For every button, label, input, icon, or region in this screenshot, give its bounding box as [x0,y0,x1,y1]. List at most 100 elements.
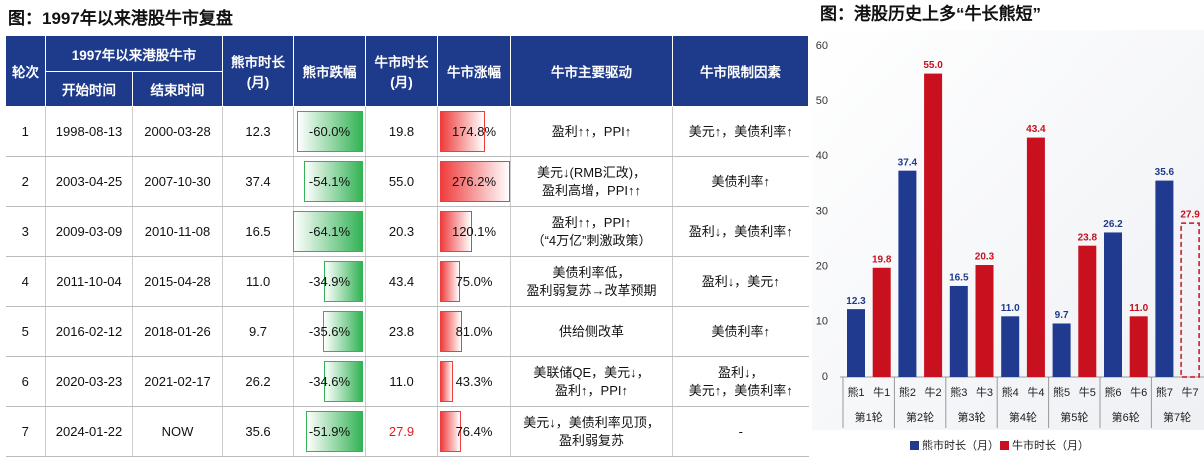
bar [1155,180,1174,377]
cell-text: 75.0% [455,273,493,289]
header-cell: 熊市跌幅 [293,35,367,107]
table-cell: 2021-02-17 [131,356,223,407]
value-label: 55.0 [923,60,943,71]
x-tick-label: 牛5 [1079,385,1096,399]
legend-marker [910,441,919,450]
value-label: 23.8 [1078,232,1098,243]
table-cell: 2000-03-28 [131,106,223,157]
table-cell: 盈利↓，美元↑ [672,256,809,307]
x-tick-label: 熊7 [1156,385,1173,399]
table-cell: 2011-10-04 [45,256,133,307]
table-cell: 120.1% [437,206,511,257]
legend-label: 熊市时长（月） [922,438,999,452]
table-cell: - [672,406,809,457]
table-cell: 美债利率低， 盈利弱复苏→改革预期 [510,256,673,307]
header-cell: 1997年以来港股牛市 [44,35,224,72]
table-cell: 2010-11-08 [131,206,223,257]
table-cell: 2 [5,156,46,207]
data-bar [440,211,472,252]
table-cell: 美元↑，美债利率↑ [672,106,809,157]
table-cell: 75.0% [437,256,511,307]
value-label: 20.3 [975,252,995,263]
table-cell: 12.3 [222,106,294,157]
table-cell: 美债利率↑ [672,156,809,207]
table-row: 2 2003-04-25 2007-10-30 37.4 -54.1% 55.0 276.2… [5,156,809,207]
cell-text: -60.0% [308,123,351,139]
y-tick-label: 0 [822,371,828,383]
table-cell: 37.4 [222,156,294,207]
table-cell: 27.9 [365,406,438,457]
cell-text: -35.6% [308,323,351,339]
table-cell: NOW [131,406,223,457]
x-tick-label: 熊4 [1002,385,1019,399]
data-bar [440,161,511,202]
bar [975,265,994,377]
x-tick-label: 熊5 [1053,385,1070,399]
table-cell: -34.9% [293,256,366,307]
legend-label: 牛市时长（月） [1012,438,1089,452]
table-cell: 19.8 [365,106,438,157]
table-cell: 盈利↑↑，PPI↑ [510,106,673,157]
header-cell: 牛市时长 (月) [365,35,439,107]
table-cell: 美元↓，美债利率见顶， 盈利弱复苏 [510,406,673,457]
table-row: 6 2020-03-23 2021-02-17 26.2 -34.6% 11.0 43.3%… [5,356,809,407]
table-cell: 美元↓(RMB汇改)， 盈利高增，PPI↑↑ [510,156,673,207]
legend-marker [1000,441,1009,450]
data-bar [323,311,364,352]
y-tick-label: 60 [816,40,828,52]
x-tick-label: 牛7 [1182,385,1199,399]
bar [1078,245,1097,377]
data-bar [440,361,453,402]
x-tick-label: 熊3 [950,385,967,399]
table-cell: 20.3 [365,206,438,257]
data-bar [440,111,486,152]
cell-text: 276.2% [451,173,497,189]
table-cell: 35.6 [222,406,294,457]
table-cell: 供给侧改革 [510,306,673,357]
table-row: 5 2016-02-12 2018-01-26 9.7 -35.6% 23.8 81.0% 供… [5,306,809,357]
data-bar [303,161,364,202]
table-cell: -51.9% [293,406,366,457]
y-tick-label: 40 [816,150,828,162]
table-cell: 2003-04-25 [45,156,133,207]
table-cell: -64.1% [293,206,366,257]
group-label: 第2轮 [906,410,934,424]
table-row: 3 2009-03-09 2010-11-08 16.5 -64.1% 20.3 120.1… [5,206,809,257]
cell-text: -64.1% [308,223,351,239]
y-tick-label: 20 [816,261,828,273]
table-cell: 43.3% [437,356,511,407]
y-tick-label: 10 [816,316,828,328]
header-cell: 牛市主要驱动 [510,35,674,107]
table-row: 7 2024-01-22 NOW 35.6 -51.9% 27.9 76.4% 美元↓，美债利… [5,406,809,457]
table-cell: 11.0 [365,356,438,407]
cell-text: 174.8% [451,123,497,139]
bar [1180,222,1200,378]
table-cell: -60.0% [293,106,366,157]
bar [924,73,943,377]
data-bar [293,211,364,252]
x-tick-label: 熊2 [899,385,916,399]
data-bar [297,111,364,152]
x-tick-label: 牛3 [976,385,993,399]
y-tick-label: 50 [816,95,828,107]
table-cell: 2009-03-09 [45,206,133,257]
cell-text: 120.1% [451,223,497,239]
bar [872,267,891,377]
table-cell: 盈利↑↑，PPI↑ （“4万亿”刺激政策） [510,206,673,257]
cell-text: 27.9 [388,423,415,439]
table-cell: 11.0 [222,256,294,307]
table-row: 4 2011-10-04 2015-04-28 11.0 -34.9% 43.4 75.0%… [5,256,809,307]
table-cell: 26.2 [222,356,294,407]
table-cell: 81.0% [437,306,511,357]
chart-title: 图：港股历史上多“牛长熊短” [820,3,1041,23]
table-cell: 2024-01-22 [45,406,133,457]
header-cell: 熊市时长 (月) [222,35,295,107]
table-cell: 2020-03-23 [45,356,133,407]
table-title: 图：1997年以来港股牛市复盘 [8,9,233,28]
table-cell: -34.6% [293,356,366,407]
table-cell: 2016-02-12 [45,306,133,357]
table-cell: 2007-10-30 [131,156,223,207]
table-cell: 1 [5,106,46,157]
x-tick-label: 熊6 [1104,385,1121,399]
